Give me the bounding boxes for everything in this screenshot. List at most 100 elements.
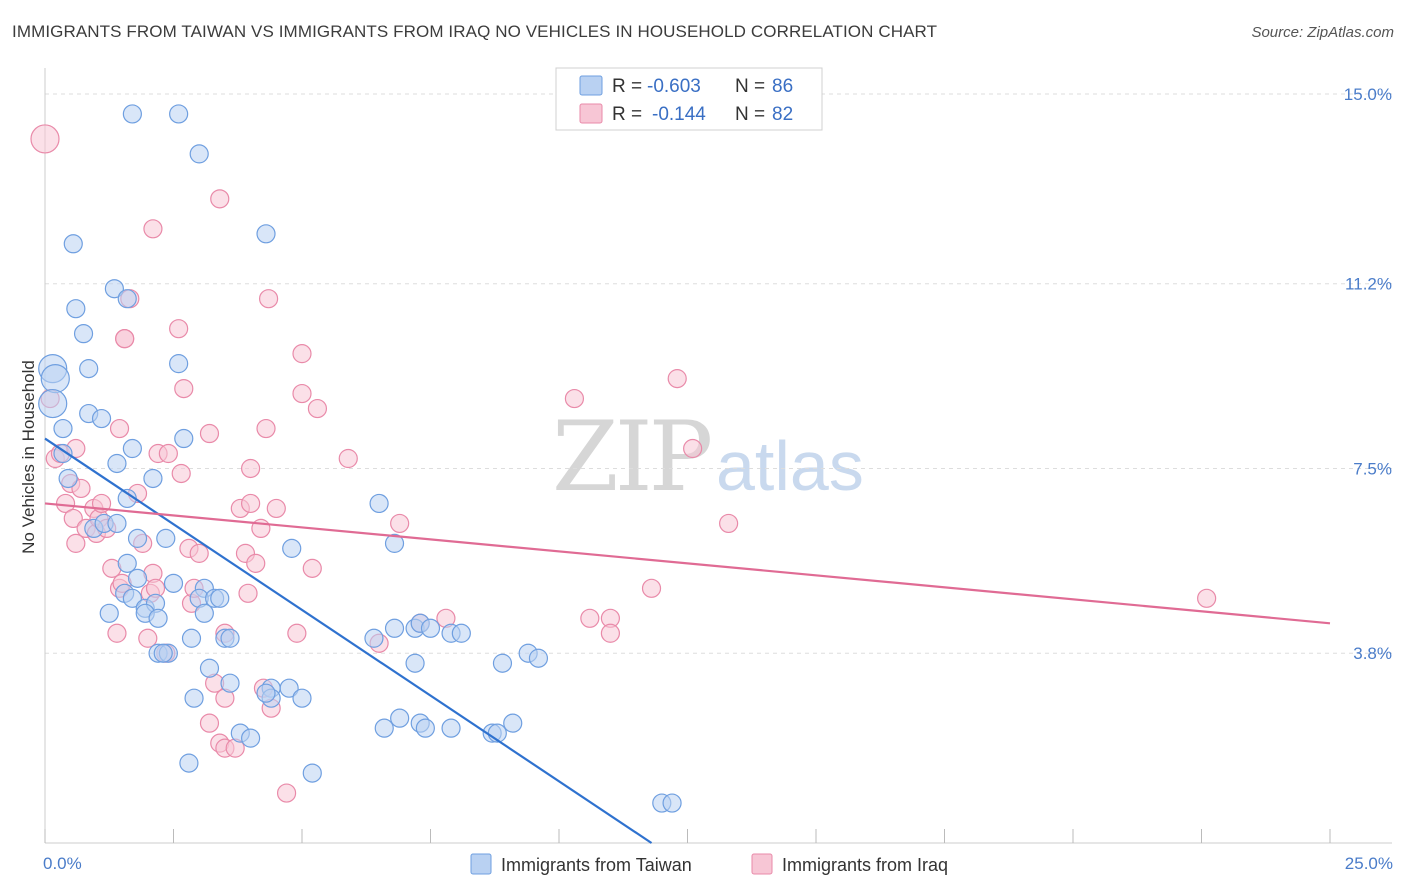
iraq-point bbox=[174, 378, 194, 399]
taiwan-point bbox=[53, 418, 73, 439]
iraq-point bbox=[169, 319, 189, 339]
taiwan-point bbox=[492, 653, 513, 673]
iraq-point bbox=[210, 189, 230, 209]
legend-n-value-iraq: 82 bbox=[772, 104, 793, 125]
taiwan-point bbox=[282, 538, 302, 558]
taiwan-point bbox=[199, 658, 220, 678]
taiwan-point bbox=[58, 468, 78, 489]
taiwan-point bbox=[384, 618, 405, 638]
taiwan-point bbox=[256, 224, 276, 244]
y-tick-label: 3.8% bbox=[1353, 644, 1392, 663]
legend-n-label-taiwan: N = bbox=[735, 76, 765, 97]
taiwan-point bbox=[420, 618, 441, 638]
taiwan-point bbox=[153, 643, 173, 663]
taiwan-trendline bbox=[44, 437, 653, 844]
taiwan-point bbox=[79, 359, 99, 379]
iraq-point bbox=[667, 369, 687, 389]
taiwan-point bbox=[220, 628, 240, 648]
iraq-point bbox=[307, 398, 328, 419]
legend-r-label-taiwan: R = bbox=[612, 76, 642, 97]
iraq-point bbox=[109, 418, 130, 439]
taiwan-point bbox=[143, 468, 163, 489]
y-tick-label: 11.2% bbox=[1345, 275, 1392, 294]
taiwan-point bbox=[53, 443, 73, 464]
taiwan-point bbox=[117, 553, 137, 573]
iraq-point bbox=[199, 713, 220, 733]
iraq-point bbox=[138, 628, 158, 648]
chart-title: IMMIGRANTS FROM TAIWAN VS IMMIGRANTS FRO… bbox=[12, 22, 938, 41]
taiwan-point bbox=[169, 104, 189, 124]
x-tick-labels: 0.0% 25.0% bbox=[43, 854, 1393, 873]
taiwan-point bbox=[122, 438, 142, 459]
iraq-point bbox=[63, 508, 83, 529]
x-tick-label: 0.0% bbox=[43, 854, 82, 873]
taiwan-point bbox=[127, 568, 148, 588]
iraq-point bbox=[158, 443, 178, 464]
iraq-point bbox=[683, 438, 703, 459]
taiwan-point bbox=[122, 104, 142, 124]
taiwan-point bbox=[104, 279, 124, 299]
iraq-point bbox=[246, 553, 266, 573]
taiwan-point bbox=[63, 234, 83, 254]
axes bbox=[44, 68, 1392, 844]
taiwan-point bbox=[117, 289, 137, 309]
taiwan-point bbox=[292, 688, 312, 708]
iraq-point bbox=[115, 329, 135, 349]
iraq-point bbox=[719, 513, 739, 534]
iraq-trendline bbox=[44, 502, 1331, 625]
legend-r-label-iraq: R = bbox=[612, 104, 642, 125]
taiwan-point bbox=[415, 718, 435, 738]
legend-n-label-iraq: N = bbox=[735, 104, 765, 125]
iraq-point bbox=[266, 498, 286, 519]
taiwan-point bbox=[210, 588, 230, 608]
taiwan-point bbox=[122, 588, 142, 608]
taiwan-point bbox=[374, 718, 394, 738]
taiwan-point bbox=[127, 528, 148, 548]
taiwan-point bbox=[390, 708, 410, 728]
taiwan-point bbox=[184, 688, 204, 708]
iraq-point bbox=[580, 608, 600, 628]
iraq-points bbox=[30, 124, 1217, 803]
iraq-point bbox=[1197, 588, 1217, 608]
taiwan-point bbox=[364, 628, 384, 648]
iraq-point bbox=[276, 783, 297, 803]
taiwan-point bbox=[405, 653, 425, 673]
source-credit: Source: ZipAtlas.com bbox=[1251, 24, 1394, 41]
taiwan-point bbox=[384, 533, 405, 553]
legend-swatch-taiwan bbox=[579, 75, 603, 96]
y-tick-label: 15.0% bbox=[1344, 85, 1392, 104]
iraq-point bbox=[30, 124, 60, 154]
iraq-point bbox=[302, 558, 322, 578]
y-tick-labels: 3.8% 7.5% 11.2% 15.0% bbox=[1344, 85, 1392, 663]
iraq-point bbox=[292, 344, 312, 364]
taiwan-point bbox=[241, 728, 261, 748]
bottom-legend-label-iraq: Immigrants from Iraq bbox=[782, 855, 948, 875]
taiwan-point bbox=[179, 753, 199, 773]
taiwan-point bbox=[66, 299, 86, 319]
iraq-point bbox=[564, 388, 585, 409]
taiwan-point bbox=[148, 608, 168, 628]
iraq-point bbox=[107, 623, 127, 643]
legend-n-value-taiwan: 86 bbox=[772, 76, 793, 97]
taiwan-point bbox=[503, 713, 523, 733]
taiwan-point bbox=[99, 603, 119, 623]
y-axis-title: No Vehicles in Household bbox=[19, 360, 38, 554]
iraq-point bbox=[390, 513, 410, 534]
iraq-point bbox=[258, 289, 279, 309]
taiwan-point bbox=[73, 324, 94, 344]
iraq-point bbox=[143, 219, 163, 239]
watermark-atlas: atlas bbox=[716, 427, 864, 505]
taiwan-point bbox=[40, 364, 70, 394]
watermark: ZIP atlas bbox=[552, 401, 864, 513]
iraq-point bbox=[287, 623, 307, 643]
legend-swatch-iraq bbox=[579, 103, 603, 124]
bottom-legend-swatch-taiwan bbox=[470, 853, 492, 875]
taiwan-point bbox=[369, 493, 389, 514]
x-tick-label: 25.0% bbox=[1345, 854, 1393, 873]
taiwan-points bbox=[38, 104, 682, 813]
iraq-point bbox=[238, 583, 258, 603]
iraq-point bbox=[189, 543, 209, 563]
correlation-legend: R = -0.603 N = 86 R = -0.144 N = 82 bbox=[555, 67, 823, 131]
taiwan-point bbox=[189, 144, 209, 164]
